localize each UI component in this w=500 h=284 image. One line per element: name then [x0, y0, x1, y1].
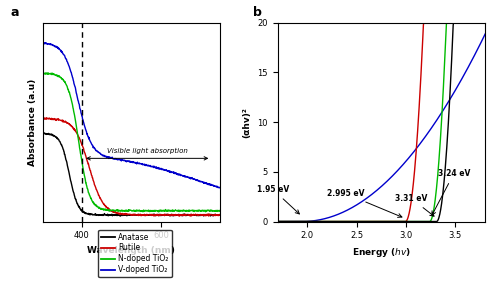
Y-axis label: (αhv)²: (αhv)²: [242, 107, 252, 137]
Text: b: b: [252, 6, 262, 19]
Legend: Anatase, Rutile, N-doped TiO₂, V-doped TiO₂: Anatase, Rutile, N-doped TiO₂, V-doped T…: [98, 229, 172, 277]
Text: a: a: [10, 6, 19, 19]
Text: 3.31 eV: 3.31 eV: [396, 194, 434, 216]
Text: 2.995 eV: 2.995 eV: [327, 189, 402, 217]
Text: Visible light absorption: Visible light absorption: [107, 148, 188, 154]
X-axis label: Energy ($hv$): Energy ($hv$): [352, 246, 411, 259]
Y-axis label: Absorbance (a.u): Absorbance (a.u): [28, 78, 37, 166]
Text: 3.24 eV: 3.24 eV: [432, 169, 470, 215]
Text: 1.95 eV: 1.95 eV: [257, 185, 300, 214]
X-axis label: Wavelength (nm): Wavelength (nm): [88, 246, 175, 255]
